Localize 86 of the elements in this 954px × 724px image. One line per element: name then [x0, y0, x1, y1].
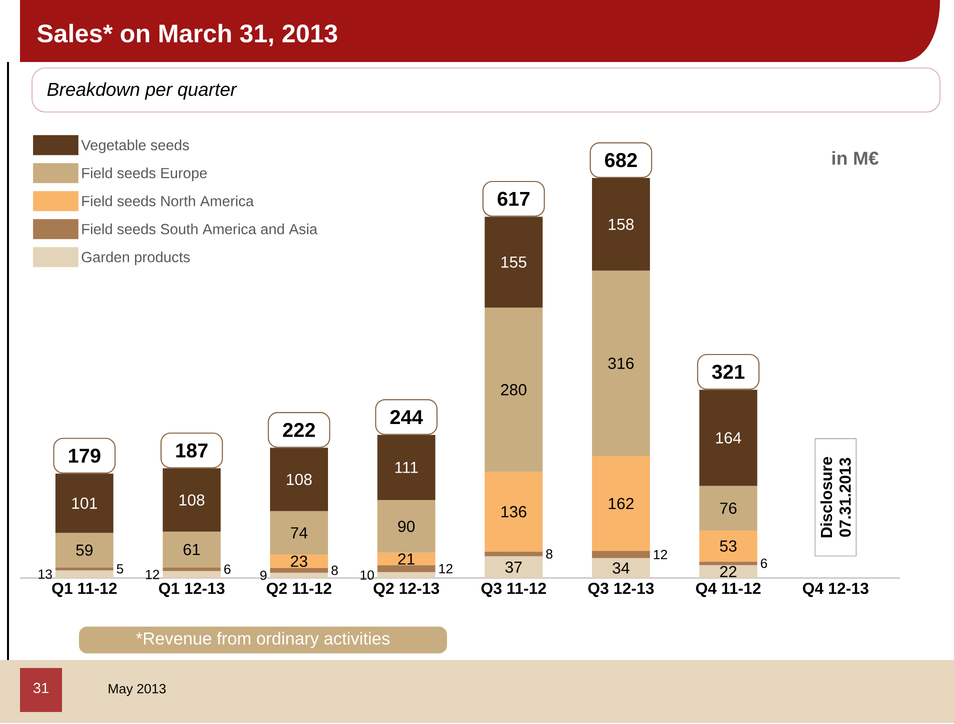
data-label: 8 — [546, 549, 552, 559]
bar — [484, 308, 543, 472]
bar — [592, 551, 650, 558]
x-tick-label: Q4 12-13 — [802, 582, 868, 598]
bar — [377, 572, 436, 578]
data-label: 23 — [290, 556, 308, 567]
data-label: 22 — [720, 566, 736, 578]
data-label: 316 — [608, 358, 634, 369]
total-label: 179 — [68, 448, 100, 463]
data-label: 74 — [290, 527, 308, 538]
total-label: 244 — [390, 410, 423, 424]
data-label: 13 — [38, 569, 52, 579]
bar — [699, 562, 758, 566]
legend-label: Field seeds North America — [82, 196, 254, 206]
legend-label: Vegetable seeds — [81, 140, 189, 154]
bar — [377, 565, 436, 572]
bar — [699, 486, 758, 530]
data-label: 53 — [720, 540, 736, 552]
text: May 2013 — [108, 684, 166, 696]
data-label: 76 — [720, 502, 736, 514]
data-label: 136 — [502, 506, 526, 518]
bar — [270, 572, 328, 578]
data-label: 164 — [716, 432, 742, 444]
data-label: 101 — [72, 498, 97, 509]
x-tick-label: Q3 11-12 — [481, 582, 546, 598]
bar — [162, 532, 221, 568]
bar — [162, 570, 221, 578]
data-label: 6 — [760, 558, 768, 568]
x-tick-label: Q3 12-13 — [588, 582, 654, 598]
bar — [699, 565, 758, 578]
bar — [377, 552, 436, 566]
data-label: 111 — [395, 462, 418, 473]
chart-subtitle: Breakdown per quarter — [47, 82, 238, 100]
data-label: 158 — [608, 218, 634, 230]
bar — [592, 456, 650, 552]
text: *Revenue from ordinary activities — [136, 632, 390, 648]
legend-label: Field seeds South America and Asia — [82, 224, 318, 234]
bar — [270, 511, 328, 555]
total-label: 682 — [605, 153, 637, 168]
bar — [270, 554, 328, 568]
bar — [592, 558, 650, 578]
bar — [484, 556, 543, 578]
data-label: 37 — [505, 561, 522, 573]
legend-label: Field seeds Europe — [82, 168, 207, 182]
x-tick-label: Q2 11-12 — [266, 582, 332, 598]
data-label: 6 — [224, 564, 230, 574]
bar — [55, 567, 114, 570]
data-label: 61 — [184, 544, 200, 556]
total-label: 222 — [283, 422, 315, 437]
bar — [592, 270, 650, 456]
data-label: 90 — [398, 520, 415, 532]
bar — [699, 530, 758, 562]
chart-title: Sales* on March 31, 2013 — [37, 24, 338, 46]
data-label: 12 — [439, 564, 452, 574]
text: 31 — [33, 682, 48, 694]
bar — [484, 552, 543, 556]
data-label: 108 — [286, 474, 312, 486]
x-tick-label: Q4 11-12 — [696, 582, 761, 598]
bar — [484, 472, 543, 552]
data-label: 8 — [332, 566, 338, 576]
data-label: 155 — [502, 256, 526, 268]
data-label: 10 — [360, 570, 374, 580]
bar — [55, 570, 114, 578]
bar — [377, 500, 436, 553]
data-label: 5 — [116, 564, 124, 574]
bar — [270, 568, 328, 573]
total-label: 187 — [176, 443, 208, 458]
data-label: 108 — [180, 494, 204, 506]
x-tick-label: Q1 12-13 — [159, 582, 224, 598]
legend-label: Garden products — [82, 252, 190, 266]
total-label: 617 — [498, 192, 530, 206]
x-tick-label: Q2 12-13 — [374, 582, 440, 598]
data-label: 12 — [146, 570, 160, 580]
data-label: 162 — [608, 498, 634, 510]
data-label: 21 — [398, 553, 414, 565]
data-label: 59 — [76, 544, 93, 556]
annotation: Disclosure 07.31.2013 — [820, 457, 851, 538]
data-label: 12 — [654, 550, 668, 560]
data-label: 34 — [612, 562, 630, 574]
text: in M€ — [832, 151, 879, 165]
bar — [162, 567, 221, 571]
x-tick-label: Q1 11-12 — [52, 582, 117, 598]
bar — [55, 532, 114, 568]
data-label: 9 — [260, 570, 266, 580]
data-label: 280 — [501, 384, 526, 396]
total-label: 321 — [712, 364, 744, 379]
